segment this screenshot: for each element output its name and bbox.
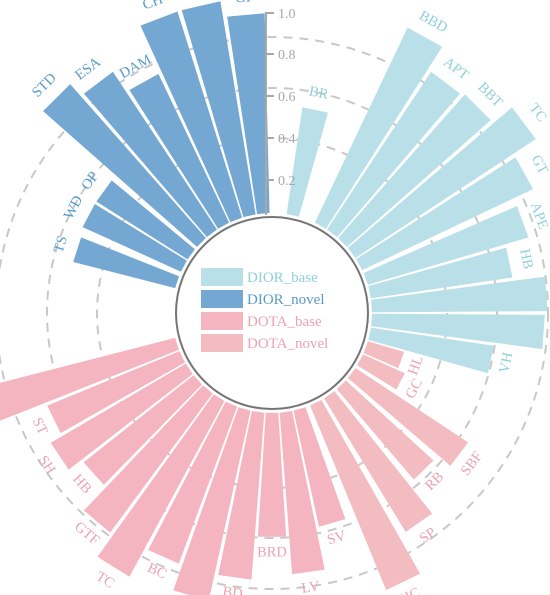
bar-dota-base-pl <box>0 337 180 421</box>
legend-swatch <box>201 312 243 330</box>
category-label: SP <box>417 525 439 547</box>
bar-dior-novel-gf <box>227 13 270 215</box>
radial-tick-label: 1.0 <box>278 7 296 22</box>
bar-dior-novel-ch <box>140 11 243 223</box>
bar-dior-base-hb <box>368 247 513 299</box>
bar-dota-novel-rb <box>336 380 434 480</box>
bar-dior-base-vh <box>368 327 494 374</box>
category-label: ESA <box>72 54 104 84</box>
bar-dota-base-bd <box>218 410 265 580</box>
bar-dota-base-tc <box>97 394 225 577</box>
legend-swatch <box>201 290 243 308</box>
category-label: HB <box>516 247 536 270</box>
category-label: SBF <box>458 449 486 479</box>
category-label: LV <box>301 578 322 595</box>
bar-dota-novel-sp <box>324 391 433 533</box>
category-label: HB <box>69 471 94 497</box>
bar-dior-base-bbt <box>338 94 491 247</box>
radial-tick-label: 0.8 <box>278 48 296 63</box>
bar-dior-base-tc <box>347 107 536 258</box>
category-label: CH <box>141 0 166 14</box>
bar-dota-base-bc <box>148 401 238 564</box>
category-label: APT <box>440 54 472 83</box>
legend-label: DIOR_base <box>247 270 318 286</box>
category-label: GF <box>234 0 254 7</box>
bar-dior-base-apt <box>327 71 461 238</box>
category-label: HL <box>405 354 427 378</box>
bar-dota-base-sv <box>293 407 346 527</box>
bar-dota-base-gtf <box>83 385 213 533</box>
category-label: GC <box>403 376 427 401</box>
bar-dior-base-st <box>371 313 545 350</box>
category-label: BR <box>308 83 331 103</box>
legend-label: DOTA_novel <box>247 336 328 352</box>
bar-dota-novel-hc <box>310 399 421 591</box>
bar-dior-base-ape <box>363 205 529 285</box>
category-label: TS <box>51 234 71 255</box>
radial-tick-label: 0.2 <box>278 174 296 189</box>
bar-dota-novel-sbf <box>347 368 469 466</box>
radial-tick-label: 0.6 <box>278 90 296 105</box>
inner-circle <box>175 216 369 410</box>
radial-axis: 0.2 0.4 0.6 0.8 1.0 <box>265 7 296 215</box>
category-label: ST <box>29 415 51 437</box>
bar-dior-novel-op <box>96 180 195 260</box>
legend: DIOR_base DIOR_novel DOTA_base DOTA_novel <box>201 268 328 352</box>
bar-dior-novel-std <box>43 84 206 247</box>
legend-label: DIOR_novel <box>247 292 325 308</box>
bar-dota-base-brd <box>257 412 287 537</box>
bar-dior-novel-ets <box>181 1 256 218</box>
grid-ring <box>0 36 549 590</box>
category-label: OP <box>78 169 102 193</box>
bar-dior-base-bbd <box>314 27 443 229</box>
category-label: TC <box>526 101 550 125</box>
category-label: BBT <box>474 79 505 110</box>
category-label: BD <box>222 584 244 595</box>
category-label: SH <box>35 453 59 478</box>
bar-dior-novel-ts <box>73 237 180 289</box>
bar-dior-base-sh <box>371 276 548 313</box>
bar-dior-base-gt <box>356 157 534 271</box>
grid-ring <box>46 87 498 539</box>
category-label: RB <box>422 469 447 494</box>
category-label: BRD <box>257 545 287 561</box>
category-label: GTF <box>71 519 102 549</box>
category-label: BC <box>145 560 169 582</box>
category-label: STD <box>29 70 60 101</box>
category-label: VH <box>496 350 516 374</box>
category-label: BBD <box>416 8 450 36</box>
bar-dota-base-st <box>47 351 186 434</box>
bar-dota-base-hb <box>83 375 203 485</box>
category-label: DAM <box>117 52 154 82</box>
legend-label: DOTA_base <box>247 314 322 330</box>
radial-tick-label: 0.4 <box>278 132 296 147</box>
bar-dior-novel-esa <box>83 71 217 238</box>
bar-dota-novel-gc <box>357 354 405 390</box>
category-label: GT <box>528 152 550 177</box>
bar-dota-novel-hl <box>363 341 405 369</box>
category-label: HC <box>398 585 423 595</box>
bar-dior-base-br <box>286 107 328 217</box>
bar-dota-base-sh <box>50 363 193 470</box>
bar-dota-base-ap <box>173 407 251 595</box>
legend-swatch <box>201 334 243 352</box>
bar-dior-novel-dam <box>129 73 230 229</box>
legend-swatch <box>201 268 243 286</box>
bar-dota-base-lv <box>279 410 325 575</box>
category-label: WD <box>61 193 86 222</box>
category-label: TC <box>93 569 117 592</box>
bar-dior-novel-wd <box>82 204 187 272</box>
category-label: SV <box>325 528 348 549</box>
